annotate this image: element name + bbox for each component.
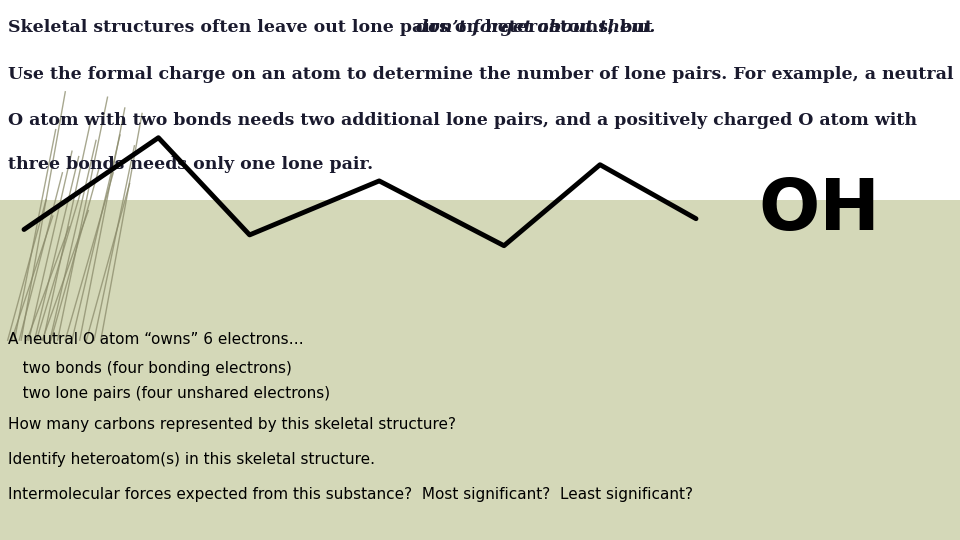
- Text: A neutral O atom “owns” 6 electrons…: A neutral O atom “owns” 6 electrons…: [8, 332, 303, 347]
- Text: How many carbons represented by this skeletal structure?: How many carbons represented by this ske…: [8, 417, 456, 432]
- Text: Identify heteroatom(s) in this skeletal structure.: Identify heteroatom(s) in this skeletal …: [8, 452, 374, 467]
- Text: Use the formal charge on an atom to determine the number of lone pairs. For exam: Use the formal charge on an atom to dete…: [8, 66, 953, 83]
- Text: O atom with two bonds needs two additional lone pairs, and a positively charged : O atom with two bonds needs two addition…: [8, 112, 917, 129]
- Text: two bonds (four bonding electrons): two bonds (four bonding electrons): [8, 361, 292, 376]
- Bar: [0, 200, 960, 540]
- Text: Intermolecular forces expected from this substance?  Most significant?  Least si: Intermolecular forces expected from this…: [8, 487, 693, 502]
- Text: don’t forget about them.: don’t forget about them.: [416, 19, 656, 36]
- Text: OH: OH: [758, 176, 880, 245]
- Text: Skeletal structures often leave out lone pairs on heteroatoms, but: Skeletal structures often leave out lone…: [8, 19, 659, 36]
- Text: three bonds needs only one lone pair.: three bonds needs only one lone pair.: [8, 156, 372, 172]
- Text: two lone pairs (four unshared electrons): two lone pairs (four unshared electrons): [8, 386, 330, 401]
- Bar: [0, 0, 960, 200]
